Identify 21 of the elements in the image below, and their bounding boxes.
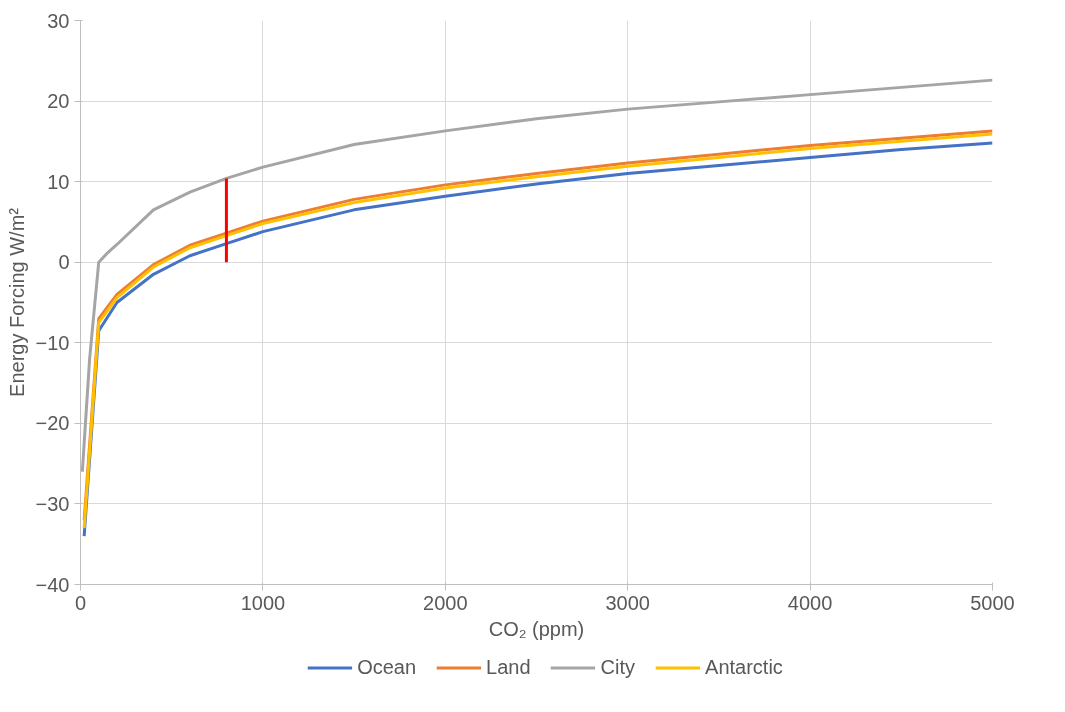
y-tick-label: −10	[35, 331, 70, 354]
y-tick-label: 20	[47, 90, 70, 113]
y-tick-label: 0	[58, 251, 70, 274]
y-tick-label: 30	[47, 9, 70, 32]
legend-label: Ocean	[357, 655, 417, 679]
legend-label: Antarctic	[705, 655, 783, 679]
x-tick-label: 0	[74, 591, 87, 614]
y-tick-label: −30	[35, 492, 70, 515]
y-tick-label: −20	[35, 412, 70, 435]
legend-label: City	[600, 655, 636, 679]
y-tick-label: −40	[35, 573, 70, 596]
x-tick-label: 1000	[240, 591, 286, 614]
y-tick-label: 10	[47, 170, 70, 193]
x-tick-label: 3000	[605, 591, 650, 614]
y-axis-title: Energy Forcing W/m²	[5, 207, 28, 397]
x-axis-title: CO₂ (ppm)	[488, 617, 585, 640]
line-series	[80, 78, 993, 474]
legend-label: Land	[486, 655, 531, 679]
x-tick-label: 2000	[423, 591, 468, 614]
x-tick-label: 4000	[787, 591, 833, 614]
x-tick-label: 5000	[970, 591, 1015, 614]
